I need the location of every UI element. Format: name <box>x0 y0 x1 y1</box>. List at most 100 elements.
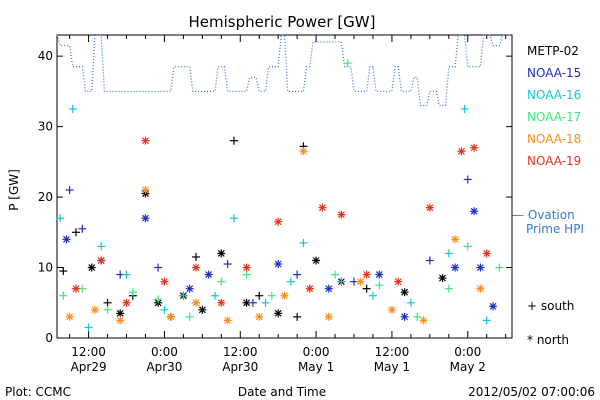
point-noaa-15 <box>476 263 485 272</box>
point-noaa-15 <box>274 260 283 269</box>
point-stroke <box>91 306 99 314</box>
point-noaa-16 <box>97 242 106 251</box>
point-metp-02 <box>362 284 371 293</box>
point-noaa-19 <box>305 284 314 293</box>
point-stroke <box>192 299 200 307</box>
point-noaa-17 <box>331 270 340 279</box>
y-axis-label: P [GW] <box>7 169 21 211</box>
x-tick-label: 0:00 <box>151 345 178 359</box>
point-noaa-15 <box>375 270 384 279</box>
point-noaa-19 <box>457 147 466 156</box>
point-stroke <box>325 313 333 321</box>
north-symbol-legend: * north <box>527 333 570 347</box>
y-tick-label: 20 <box>38 190 53 204</box>
plot-frame <box>56 34 513 339</box>
point-stroke <box>161 278 168 286</box>
point-noaa-18 <box>451 235 460 244</box>
point-noaa-18 <box>419 316 428 325</box>
ovation-line-group <box>56 34 512 107</box>
point-metp-02 <box>71 228 80 237</box>
point-stroke <box>439 274 446 282</box>
point-metp-02 <box>274 309 283 318</box>
legend-noaa-15: NOAA-15 <box>527 66 582 80</box>
south-symbol-legend: + south <box>527 299 575 313</box>
legend-noaa-19: NOAA-19 <box>527 154 582 168</box>
point-noaa-16 <box>444 249 453 258</box>
point-stroke <box>363 271 371 279</box>
point-noaa-15 <box>65 186 74 195</box>
point-stroke <box>388 306 396 314</box>
point-noaa-17 <box>375 281 384 290</box>
point-stroke <box>97 257 105 264</box>
point-stroke <box>420 316 427 324</box>
point-noaa-15 <box>470 207 479 216</box>
point-noaa-16 <box>210 291 219 300</box>
ovation-prime-hpi-line <box>56 34 512 107</box>
point-noaa-15 <box>489 302 498 311</box>
point-metp-02 <box>400 288 409 297</box>
point-noaa-16 <box>368 291 377 300</box>
point-noaa-19 <box>71 284 80 293</box>
point-noaa-15 <box>78 224 87 233</box>
point-noaa-19 <box>160 277 169 286</box>
point-noaa-18 <box>324 312 333 321</box>
point-stroke <box>66 313 74 321</box>
point-stroke <box>274 309 282 317</box>
point-stroke <box>426 204 434 212</box>
plot-credit: Plot: CCMC <box>5 385 71 399</box>
point-stroke <box>470 144 478 152</box>
ovation-label-line2: Prime HPI <box>526 222 584 236</box>
point-noaa-16 <box>68 104 77 113</box>
point-stroke <box>476 285 484 293</box>
point-stroke <box>401 288 408 296</box>
point-stroke <box>142 214 149 222</box>
point-noaa-19 <box>394 277 403 286</box>
x-tick-date-label: Apr30 <box>146 360 182 374</box>
point-noaa-17 <box>267 291 276 300</box>
point-stroke <box>123 299 130 307</box>
plot-axes: 01020304012:00Apr290:00Apr3012:00Apr300:… <box>38 34 513 374</box>
point-noaa-15 <box>463 175 472 184</box>
point-noaa-19 <box>141 136 150 145</box>
point-noaa-16 <box>460 104 469 113</box>
point-noaa-18 <box>141 186 150 195</box>
chart-title: Hemispheric Power [GW] <box>189 13 376 31</box>
point-noaa-19 <box>242 263 251 272</box>
point-stroke <box>142 186 149 194</box>
point-stroke <box>375 271 383 279</box>
point-noaa-16 <box>56 214 65 223</box>
point-metp-02 <box>438 274 447 283</box>
point-metp-02 <box>59 267 68 276</box>
point-noaa-19 <box>97 256 106 265</box>
point-stroke <box>217 299 225 307</box>
point-metp-02 <box>255 291 264 300</box>
point-stroke <box>255 313 263 321</box>
point-noaa-18 <box>166 312 175 321</box>
point-noaa-15 <box>62 235 71 244</box>
point-stroke <box>116 316 124 324</box>
point-stroke <box>337 211 345 219</box>
x-tick-date-label: May 1 <box>374 360 410 374</box>
point-metp-02 <box>116 309 125 318</box>
point-stroke <box>312 257 320 264</box>
point-noaa-18 <box>387 305 396 314</box>
point-noaa-17 <box>128 288 137 297</box>
point-stroke <box>217 250 225 257</box>
x-tick-label: 0:00 <box>303 345 330 359</box>
point-metp-02 <box>103 298 112 307</box>
x-tick-date-label: Apr30 <box>222 360 258 374</box>
point-noaa-19 <box>274 217 283 226</box>
point-stroke <box>318 204 326 212</box>
ovation-label-line1: Ovation <box>527 208 575 222</box>
point-noaa-18 <box>356 277 365 286</box>
point-noaa-17 <box>343 59 352 68</box>
point-noaa-19 <box>425 203 434 212</box>
point-noaa-19 <box>192 263 201 272</box>
point-noaa-17 <box>413 312 422 321</box>
point-noaa-16 <box>406 298 415 307</box>
point-metp-02 <box>198 305 207 314</box>
x-tick-label: 12:00 <box>375 345 410 359</box>
point-stroke <box>483 250 491 257</box>
point-metp-02 <box>217 249 226 258</box>
x-tick-date-label: May 2 <box>450 360 486 374</box>
